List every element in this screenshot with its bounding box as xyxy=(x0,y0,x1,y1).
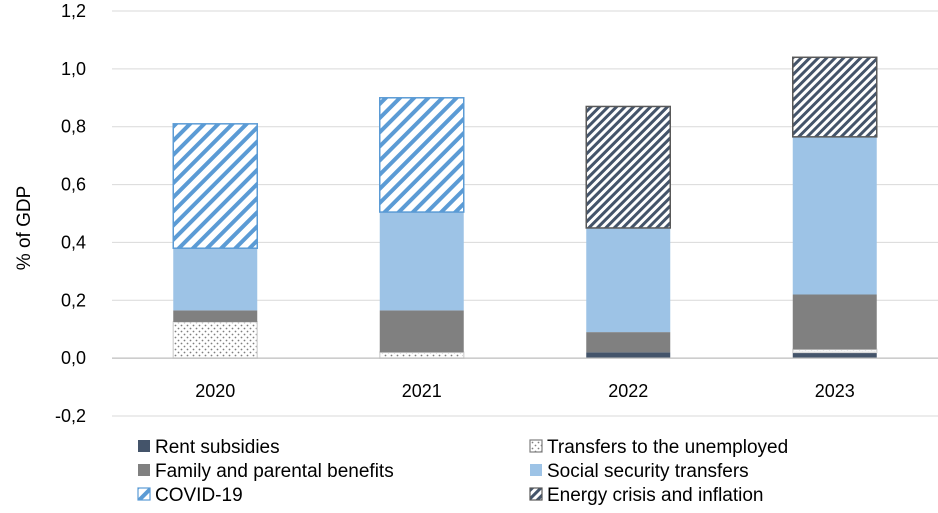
bar-segment xyxy=(173,310,258,322)
legend-swatch xyxy=(530,464,542,476)
bar-segment xyxy=(586,227,671,333)
bar-segment xyxy=(585,105,671,229)
legend: Rent subsidies Transfers to the unemploye… xyxy=(137,437,788,506)
bar-segment xyxy=(792,352,877,359)
x-tick-label: 2022 xyxy=(608,381,648,401)
bar-segment xyxy=(792,56,878,138)
y-tick-label: 1,0 xyxy=(61,59,86,79)
bars xyxy=(172,56,878,359)
legend-label: Social security transfers xyxy=(547,461,749,482)
legend-swatch xyxy=(137,487,151,501)
bar-segment xyxy=(792,348,878,354)
legend-label: Family and parental benefits xyxy=(155,461,394,482)
bar-segment xyxy=(379,212,464,311)
y-tick-label: -0,2 xyxy=(55,406,86,426)
legend-swatch xyxy=(138,464,150,476)
y-tick-label: 1,2 xyxy=(61,1,86,21)
y-tick-label: 0,8 xyxy=(61,117,86,137)
bar-segment xyxy=(172,321,258,359)
bar-segment xyxy=(173,248,258,311)
bar-segment xyxy=(379,97,465,213)
bar-segment xyxy=(586,332,671,353)
bar-segment xyxy=(586,352,671,359)
y-tick-label: 0,0 xyxy=(61,348,86,368)
legend-label: Transfers to the unemployed xyxy=(547,437,788,458)
bar-segment xyxy=(379,310,464,353)
x-tick-label: 2023 xyxy=(815,381,855,401)
x-axis: 2020 2021 2022 2023 xyxy=(195,381,855,401)
y-axis-title: % of GDP xyxy=(14,186,35,270)
y-tick-label: 0,2 xyxy=(61,290,86,310)
bar-segment xyxy=(172,123,258,249)
legend-label: Rent subsidies xyxy=(155,437,280,458)
legend-swatch xyxy=(529,487,543,501)
bar-segment xyxy=(792,294,877,350)
bar-segment xyxy=(379,351,465,359)
bar-segment xyxy=(792,136,877,295)
legend-swatch xyxy=(138,440,150,452)
y-tick-label: 0,6 xyxy=(61,175,86,195)
legend-label: Energy crisis and inflation xyxy=(547,485,764,506)
x-tick-label: 2021 xyxy=(402,381,442,401)
y-tick-label: 0,4 xyxy=(61,232,86,252)
x-tick-label: 2020 xyxy=(195,381,235,401)
y-axis: -0,2 0,0 0,2 0,4 0,6 0,8 1,0 1,2 xyxy=(55,1,86,426)
legend-label: COVID-19 xyxy=(155,485,243,506)
legend-swatch xyxy=(529,439,543,453)
